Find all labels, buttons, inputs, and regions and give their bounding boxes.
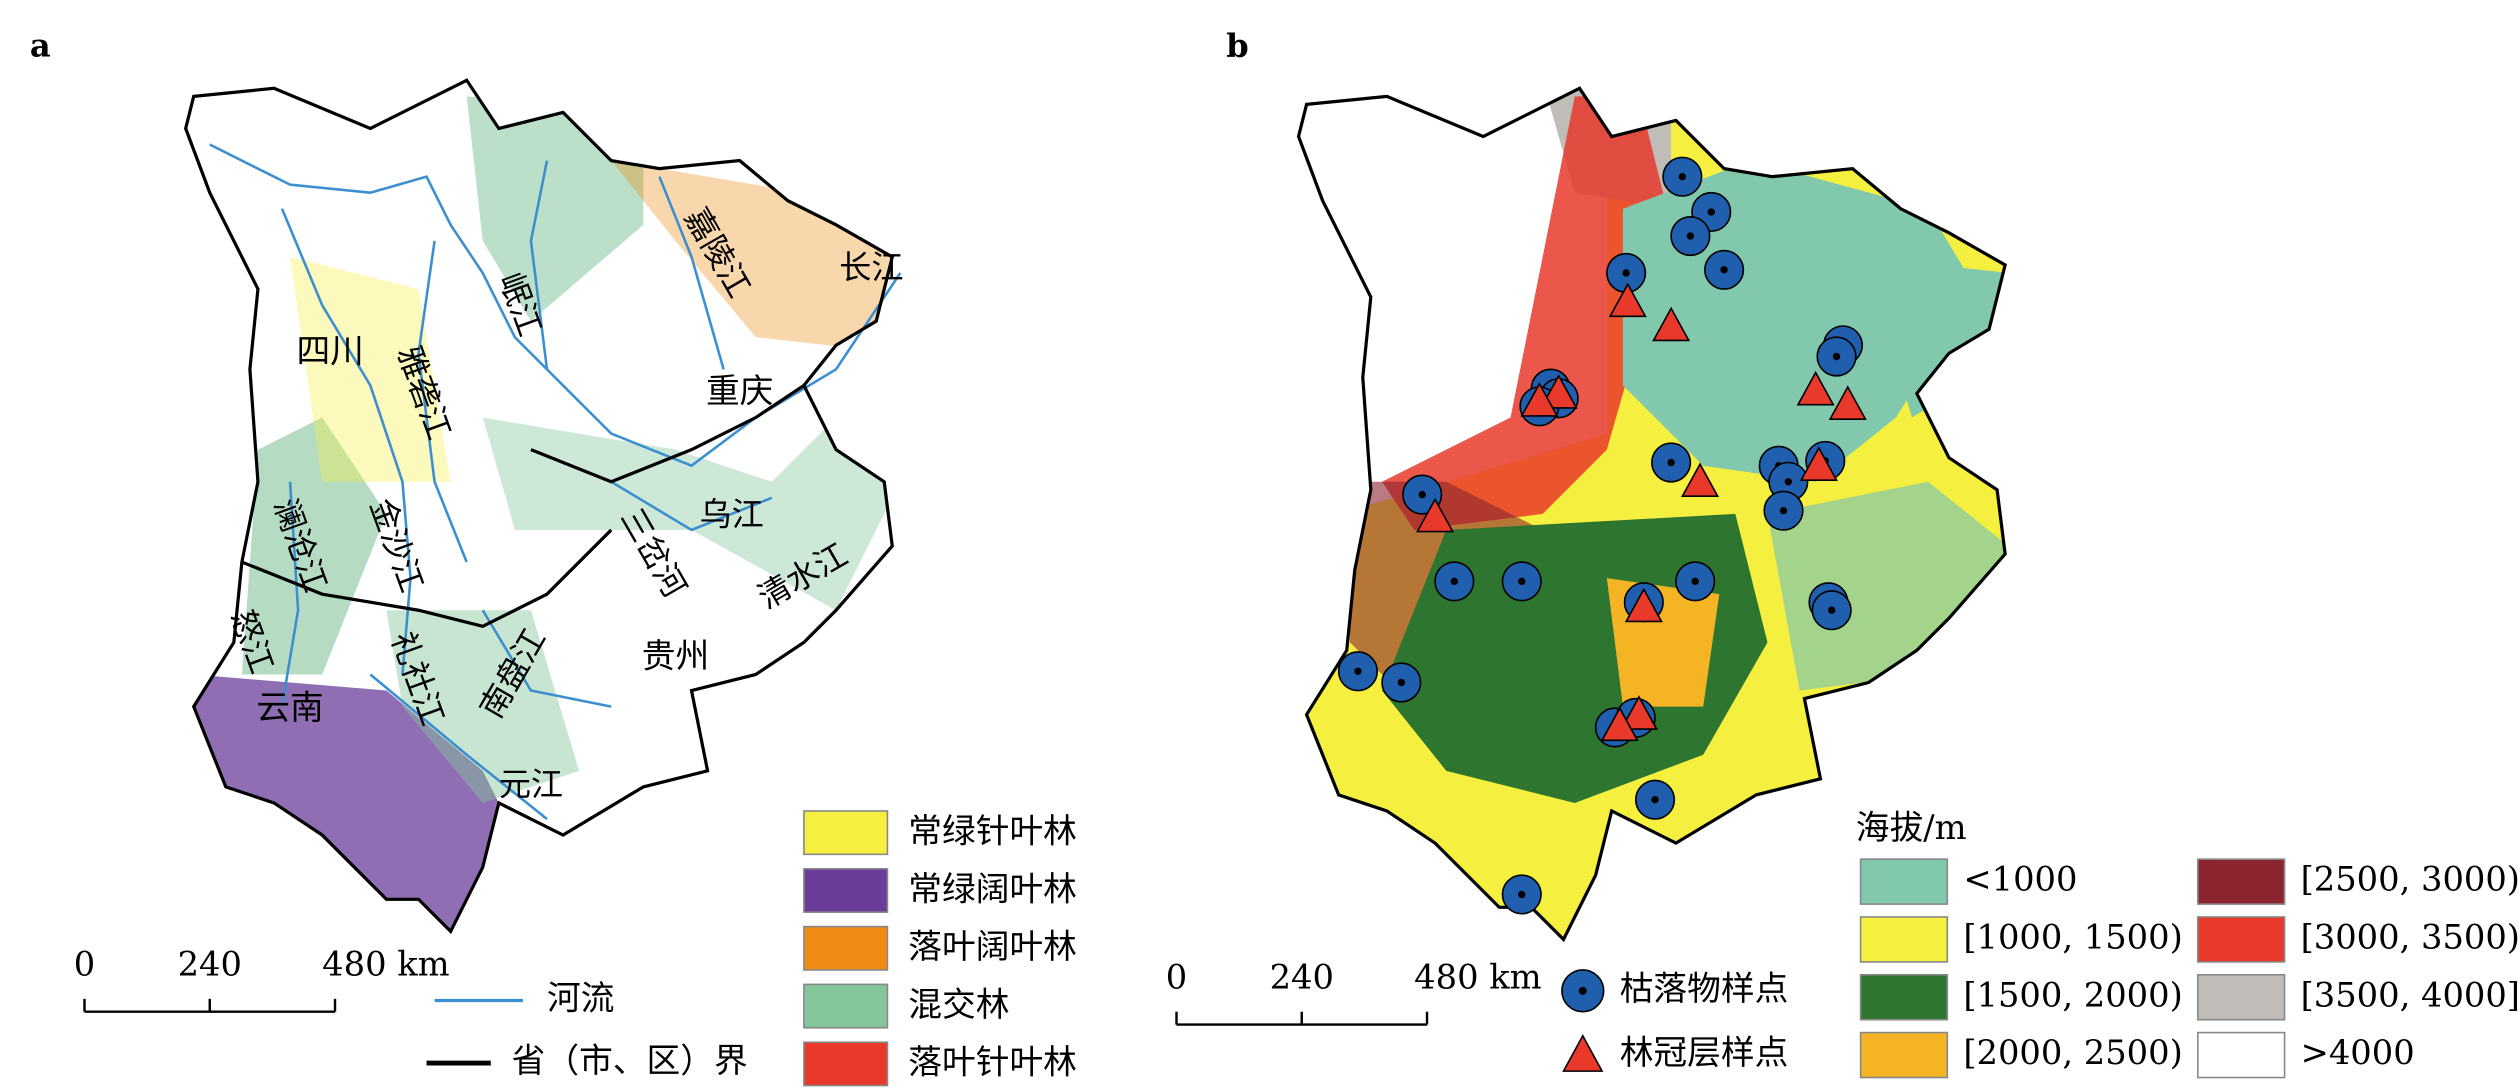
province-label: 云南	[256, 688, 323, 727]
elevation	[1298, 88, 2006, 940]
point-dot	[1828, 606, 1836, 614]
scale-label: 480 km	[322, 945, 450, 984]
scale-label: 240	[178, 945, 242, 984]
legend-swatch	[803, 867, 889, 913]
panel-a: a	[30, 27, 902, 934]
legend-label: 落叶阔叶林	[908, 927, 1077, 966]
canopy-point	[1539, 374, 1578, 409]
panel-label: a	[30, 27, 51, 65]
province-label: 四川	[296, 331, 363, 370]
point-dot	[1686, 232, 1695, 240]
legend-swatch	[803, 810, 889, 856]
point-dot	[1518, 577, 1526, 586]
legend-label: 枯落物样点	[1620, 969, 1789, 1008]
point-dot	[1450, 577, 1459, 586]
scale-label: 0	[74, 945, 95, 984]
legend-label: 常绿针叶林	[908, 811, 1077, 850]
point-dot	[1354, 667, 1362, 675]
legend-swatch	[1859, 916, 1949, 963]
legend-label: 混交林	[908, 985, 1009, 1024]
legend-label: [1500, 2000)	[1963, 975, 2182, 1014]
point-dot	[1779, 506, 1788, 515]
point-dot	[1720, 266, 1728, 274]
legend-swatch	[1859, 1031, 1949, 1079]
river-label: 乌江	[700, 496, 764, 534]
canopy-point	[1520, 382, 1559, 417]
canopy-point	[1680, 462, 1720, 498]
canopy-point	[1796, 370, 1835, 406]
legend-title: 海拔/m	[1856, 808, 1967, 847]
legend-swatch	[2197, 916, 2286, 963]
legend-swatch	[803, 983, 889, 1029]
legend-swatch	[2197, 1031, 2286, 1079]
canopy-point	[1828, 385, 1867, 420]
point-dot	[1707, 208, 1715, 216]
legend-label: <1000	[1963, 860, 2077, 899]
point-dot	[1397, 678, 1406, 687]
legend-label: >4000	[2301, 1033, 2415, 1072]
legend-swatch	[2197, 973, 2286, 1021]
legend-label: 河流	[547, 978, 614, 1017]
point-dot	[1651, 796, 1659, 804]
river-label: 长江	[839, 248, 903, 286]
canopy-point	[1600, 706, 1639, 742]
legend-swatch	[1859, 858, 1949, 905]
legend-swatch	[803, 925, 889, 971]
legend-label: 落叶针叶林	[908, 1043, 1077, 1082]
legend-dot	[1578, 986, 1587, 995]
point-dot	[1667, 458, 1675, 467]
canopy-point	[1608, 282, 1647, 318]
point-dot	[1622, 269, 1630, 277]
legend-triangle	[1562, 1034, 1604, 1072]
legend-label: [3000, 3500)	[2301, 917, 2520, 956]
river-label: 元江	[499, 765, 563, 803]
point-dot	[1832, 352, 1841, 361]
legend-label: [2000, 2500)	[1963, 1033, 2182, 1072]
legend-swatch	[2197, 858, 2286, 905]
legend-swatch	[1859, 973, 1949, 1021]
canopy-point	[1619, 695, 1659, 730]
point-dot	[1518, 890, 1526, 899]
legend-label: [3500, 4000]	[2301, 975, 2520, 1014]
scale-label: 480 km	[1414, 958, 1542, 997]
point-dot	[1784, 478, 1793, 486]
legend-swatch	[803, 1041, 889, 1087]
canopy-point	[1624, 587, 1663, 623]
rivers	[209, 143, 902, 821]
point-dot	[1418, 490, 1426, 499]
canopy-point	[1416, 497, 1455, 533]
canopy-point	[1652, 306, 1691, 342]
legend-label: [1000, 1500)	[1963, 917, 2182, 956]
scale-label: 0	[1166, 958, 1187, 997]
legend-label: 林冠层样点	[1620, 1033, 1789, 1072]
legend-label: 省（市、区）界	[512, 1041, 748, 1080]
sample-points	[1337, 156, 1867, 915]
panel-label: b	[1226, 27, 1248, 65]
panel-b: b	[1226, 27, 2007, 942]
province-label: 贵州	[642, 636, 709, 675]
point-dot	[1691, 577, 1699, 586]
scale-label: 240	[1270, 958, 1334, 997]
canopy-point	[1799, 446, 1838, 481]
point-dot	[1678, 172, 1687, 181]
province-label: 重庆	[706, 371, 773, 410]
legend-label: [2500, 3000)	[2301, 860, 2520, 899]
legend-label: 常绿阔叶林	[908, 869, 1077, 908]
